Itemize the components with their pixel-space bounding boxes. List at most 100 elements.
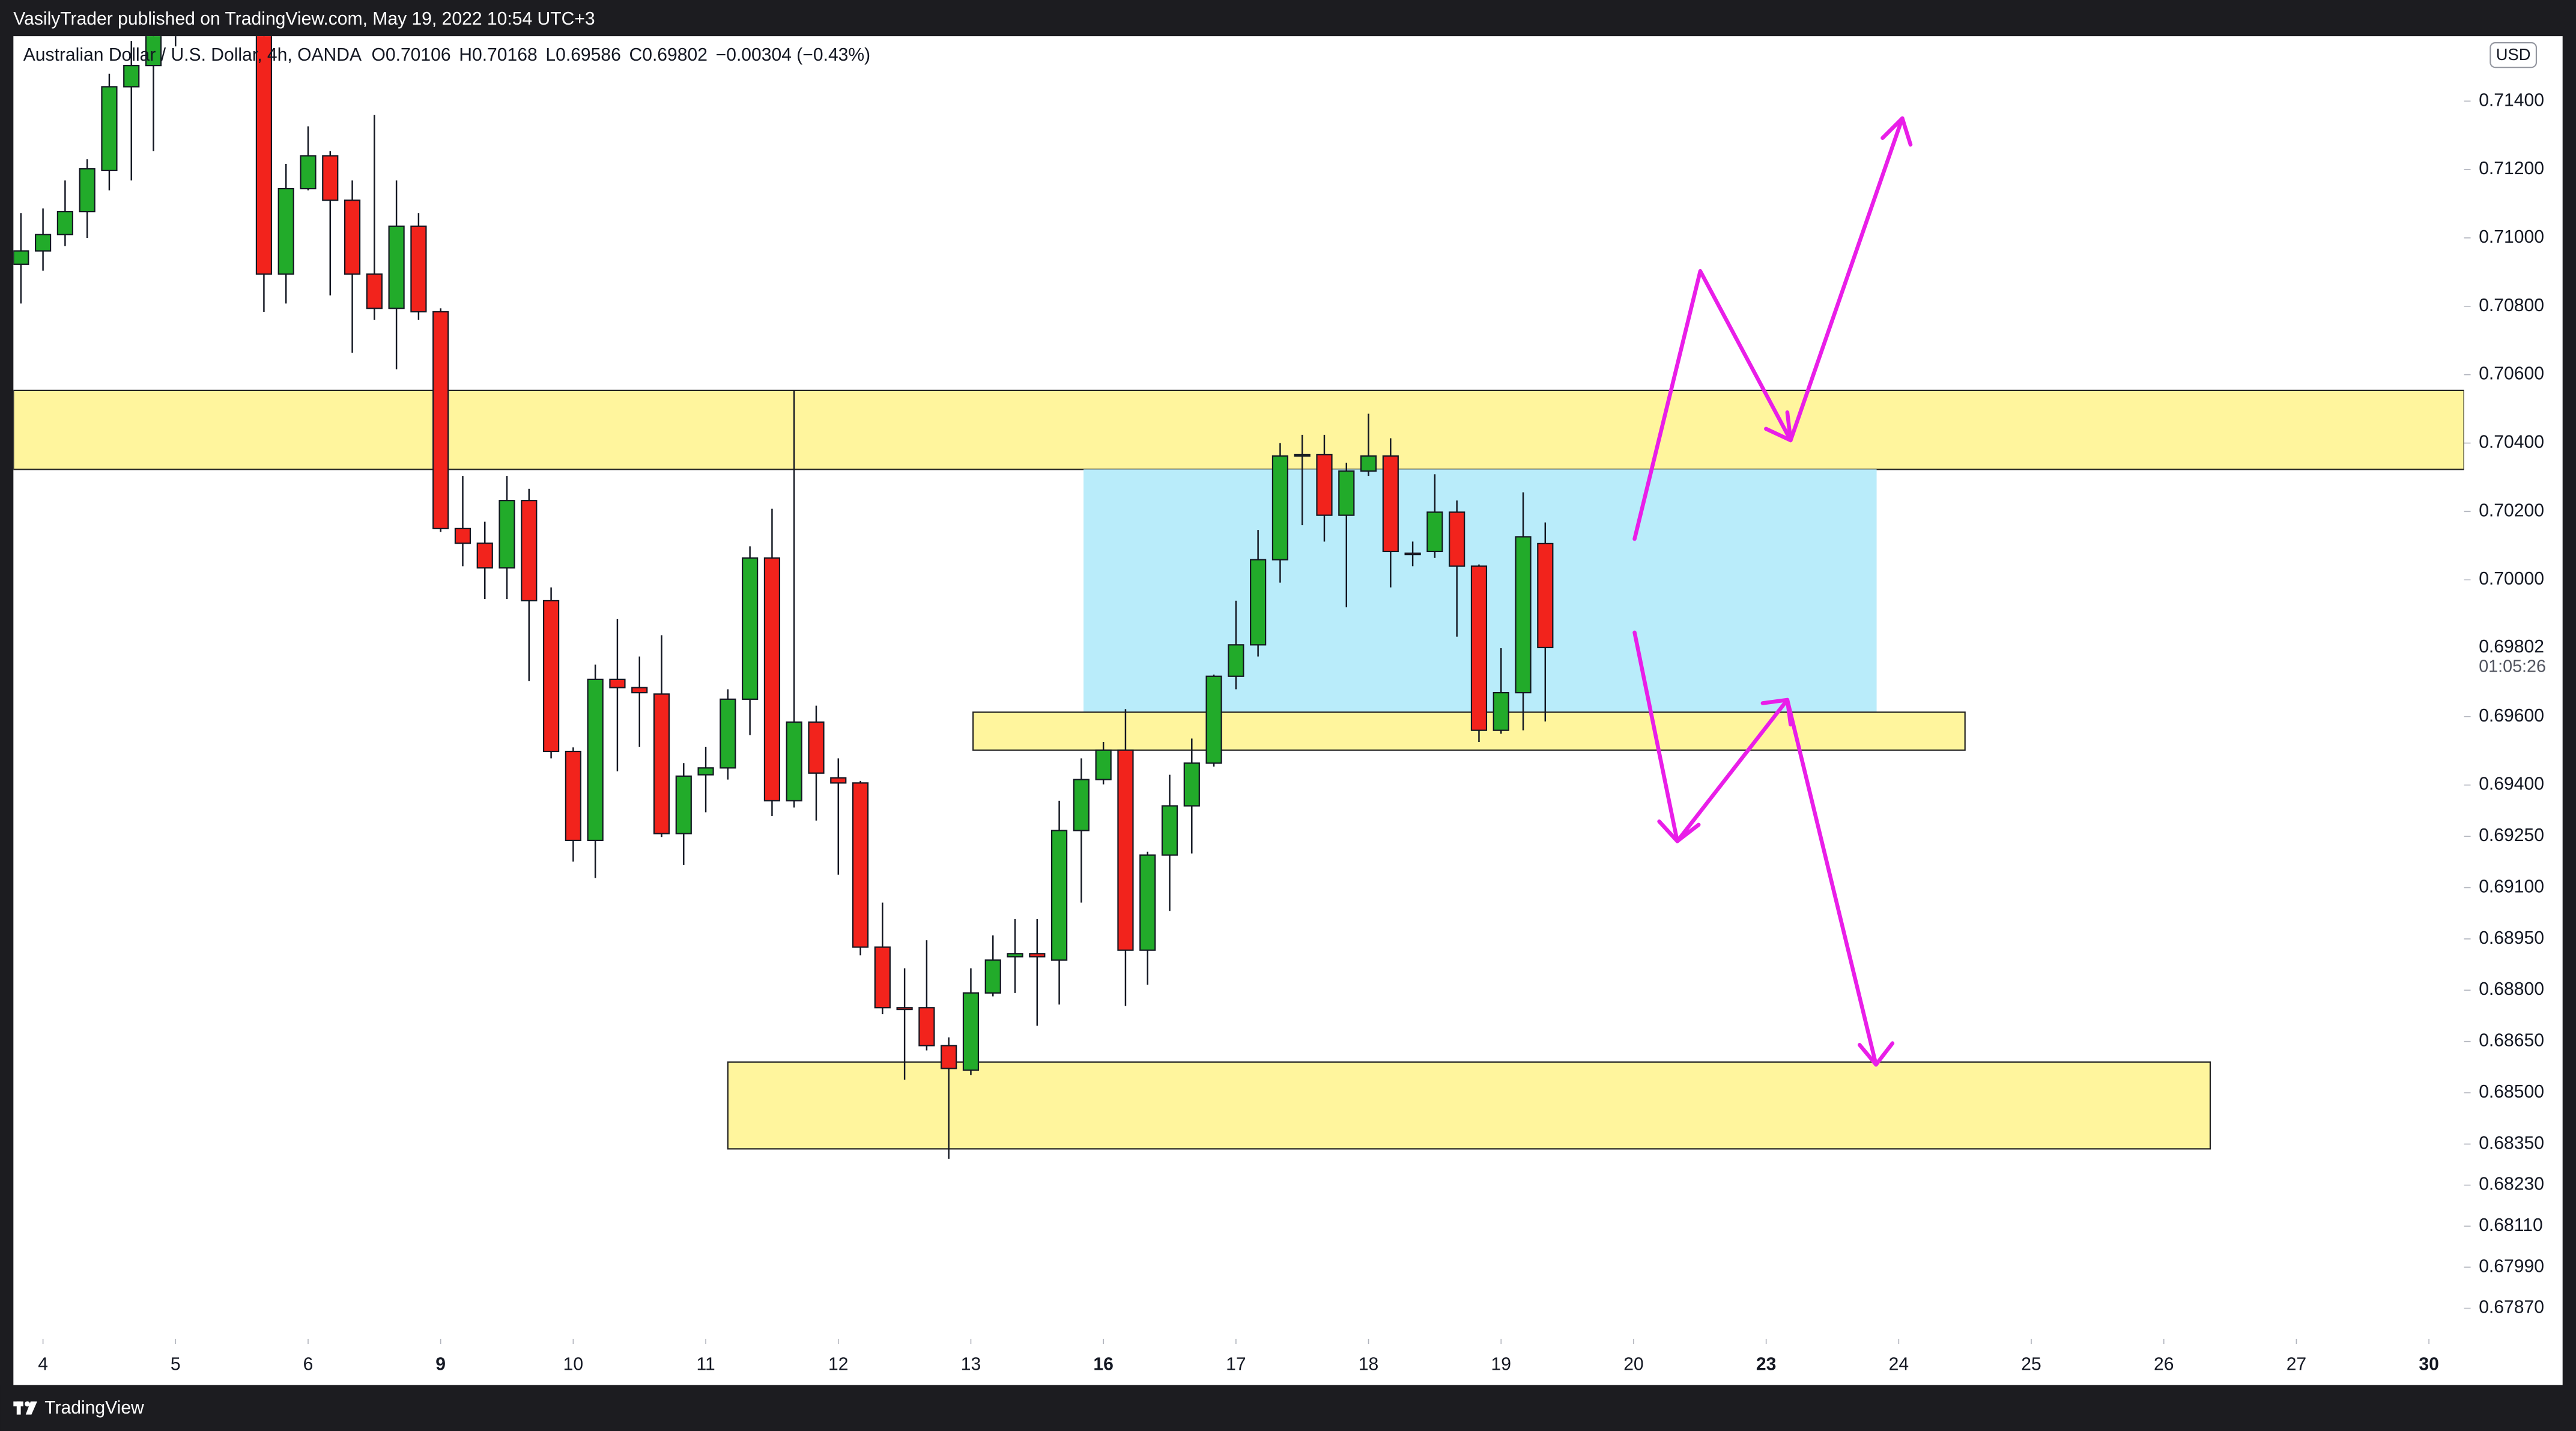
candle-body <box>410 225 427 313</box>
x-tick-label: 13 <box>961 1355 981 1375</box>
arrow-head <box>1764 410 1793 443</box>
candle-body <box>1139 854 1156 951</box>
x-tick-label: 20 <box>1623 1355 1643 1375</box>
y-tick-label: 0.69250 <box>2479 825 2544 845</box>
candle-body <box>896 1007 913 1010</box>
arrow-up-path <box>1632 116 1905 541</box>
x-tick-label: 27 <box>2287 1355 2306 1375</box>
x-tick-label: 16 <box>1093 1355 1113 1375</box>
y-tick-label: 0.69600 <box>2479 706 2544 726</box>
candle-body <box>808 721 825 774</box>
x-tick-label: 5 <box>171 1355 181 1375</box>
candle-body <box>542 600 560 753</box>
candle-body <box>1338 470 1355 516</box>
candle-body <box>101 86 118 171</box>
candle-body <box>941 1045 957 1069</box>
candle-body <box>587 678 604 842</box>
y-tick-label: 0.71000 <box>2479 227 2544 247</box>
currency-box[interactable] <box>2490 42 2538 68</box>
candle-body <box>1515 536 1532 694</box>
y-tick-label: 0.68350 <box>2479 1133 2544 1153</box>
y-tick-label: 0.68800 <box>2479 979 2544 999</box>
currency[interactable]: USD <box>2496 45 2531 64</box>
candle-body <box>300 155 317 190</box>
symbol: Australian Dollar / U.S. Dollar, 4h, OAN… <box>23 45 362 65</box>
candle-body <box>874 946 891 1009</box>
candle-body <box>1382 455 1399 553</box>
candle-body <box>962 992 980 1071</box>
candle-body <box>432 311 449 529</box>
arrow-down-path <box>1632 630 1878 1067</box>
candle-body <box>786 721 802 802</box>
candle-body <box>1470 565 1488 731</box>
candle-body <box>742 557 759 700</box>
candle-body <box>499 500 515 569</box>
candle-body <box>852 782 869 948</box>
candle-body <box>1117 749 1134 951</box>
x-tick-label: 25 <box>2021 1355 2041 1375</box>
x-tick-label: 17 <box>1226 1355 1246 1375</box>
y-tick-label: 0.70200 <box>2479 500 2544 520</box>
candle-body <box>1271 455 1289 561</box>
candle-body <box>366 273 383 309</box>
candle-body <box>1294 454 1311 457</box>
y-tick-label: 0.68500 <box>2479 1082 2544 1102</box>
candle-body <box>984 959 1001 994</box>
candle-body <box>1161 805 1178 856</box>
x-tick-label: 23 <box>1756 1355 1776 1375</box>
zone <box>727 1061 2211 1150</box>
candle-body <box>1050 830 1068 961</box>
candle-body <box>1183 762 1200 807</box>
candle-body <box>145 36 162 67</box>
candle-body <box>1228 644 1244 677</box>
zone <box>972 711 1966 751</box>
candle-body <box>1073 779 1089 831</box>
candle-body <box>1426 511 1443 553</box>
candle-body <box>13 250 29 265</box>
y-tick-label: 0.68650 <box>2479 1031 2544 1051</box>
ohlc-low: L0.69586 <box>545 45 620 65</box>
candle-body <box>653 693 670 834</box>
y-tick-label: 0.70400 <box>2479 432 2544 452</box>
x-tick-label: 9 <box>435 1355 446 1375</box>
candle-body <box>277 187 294 275</box>
candle-body <box>1029 953 1046 958</box>
x-tick-label: 10 <box>563 1355 583 1375</box>
candle-body <box>830 777 847 784</box>
candle-body <box>1095 749 1112 780</box>
candle-body <box>1493 691 1509 731</box>
candle-body <box>1316 454 1333 516</box>
candle-body <box>1007 953 1023 958</box>
symbol-header: Australian Dollar / U.S. Dollar, 4h, OAN… <box>23 45 870 65</box>
forecast-arrows <box>1632 116 1913 1067</box>
candle-body <box>697 767 714 776</box>
footer-bar <box>0 1385 2576 1431</box>
change: −0.00304 (−0.43%) <box>716 45 871 65</box>
y-tick-label: 0.71400 <box>2479 90 2544 110</box>
ohlc-close: C0.69802 <box>629 45 708 65</box>
candle-body <box>1404 552 1421 556</box>
x-tick-label: 24 <box>1889 1355 1909 1375</box>
y-tick-label: 0.69400 <box>2479 774 2544 794</box>
y-tick-label: 0.68230 <box>2479 1174 2544 1194</box>
candle-body <box>1250 559 1267 646</box>
candle-body <box>763 557 781 802</box>
candle-body <box>609 678 626 688</box>
arrow-head <box>1760 697 1793 727</box>
arrow-head <box>1880 116 1913 147</box>
arrow-head <box>1857 1041 1895 1067</box>
candle-body <box>675 775 692 834</box>
countdown: 01:05:26 <box>2479 657 2546 676</box>
ohlc-high: H0.70168 <box>459 45 537 65</box>
candle-body <box>1205 675 1222 764</box>
tradingview-logo <box>13 1401 37 1415</box>
publisher-line: VasilyTrader published on TradingView.co… <box>13 9 595 29</box>
candle-body <box>322 155 339 201</box>
x-tick-label: 12 <box>828 1355 848 1375</box>
y-tick-label: 0.67990 <box>2479 1256 2544 1276</box>
y-tick-label: 0.71200 <box>2479 159 2544 178</box>
candles <box>13 36 1554 1159</box>
candle-body <box>79 168 95 213</box>
x-tick-label: 26 <box>2154 1355 2174 1375</box>
